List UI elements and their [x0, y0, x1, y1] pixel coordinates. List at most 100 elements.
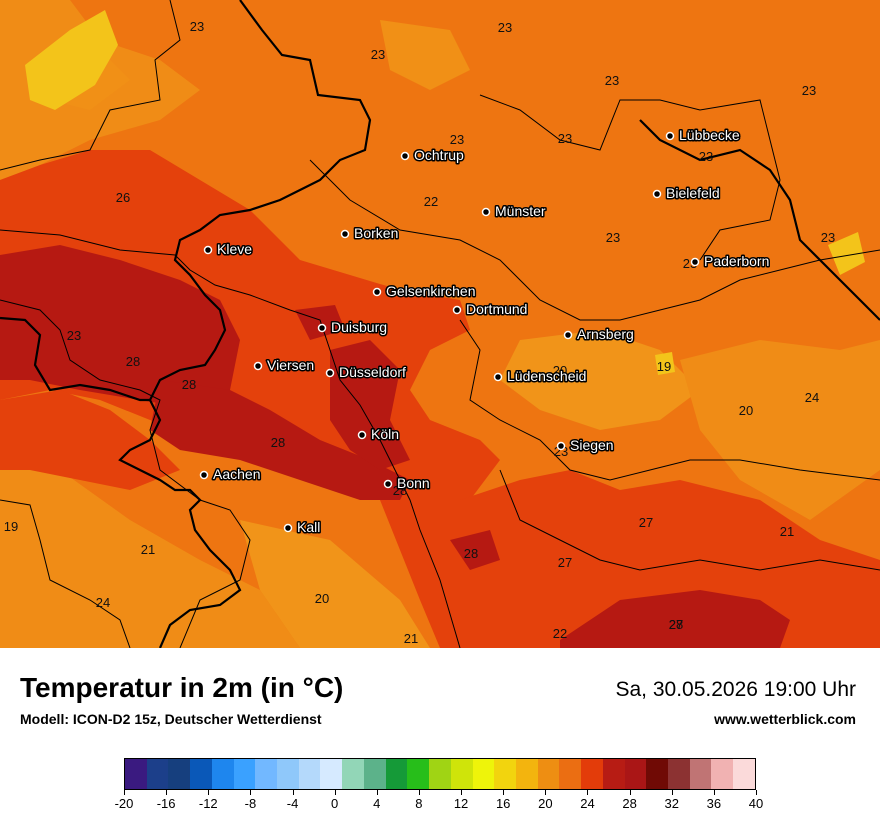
temperature-map: 23 23 23 23 23 23 23 23 23 23 22 26 23 23 28 28 28 20 19 20… — [0, 0, 880, 648]
warm-area-west — [0, 390, 180, 490]
temperature-value: 19 — [657, 359, 671, 374]
legend-swatch — [559, 759, 582, 789]
cool-area-eifel — [240, 520, 430, 648]
temperature-value: 22 — [553, 626, 567, 641]
hot-core-rhineland — [150, 380, 410, 500]
temperature-value: 22 — [424, 194, 438, 209]
city-dot — [383, 479, 393, 489]
color-scale-legend — [124, 758, 756, 790]
city-dot — [400, 151, 410, 161]
city-marker: Kleve — [203, 240, 254, 259]
district-line-7 — [0, 499, 131, 648]
legend-tick — [629, 790, 631, 795]
legend-tick-label: -8 — [244, 796, 257, 811]
city-label: Lüdenscheid — [507, 368, 586, 384]
legend-swatch — [537, 759, 560, 789]
temperature-value: 28 — [271, 435, 285, 450]
legend-swatch — [667, 759, 690, 789]
temperature-value: 23 — [605, 73, 619, 88]
legend-swatch — [646, 759, 668, 789]
legend-swatch — [581, 759, 603, 789]
legend-swatch — [385, 759, 408, 789]
city-dot — [481, 207, 491, 217]
temperature-value: 24 — [96, 595, 110, 610]
legend-swatch — [407, 759, 430, 789]
temperature-value: 23 — [190, 19, 204, 34]
legend-swatch — [255, 759, 278, 789]
legend-tick-label: 32 — [664, 796, 679, 811]
legend-tick-label: 12 — [453, 796, 469, 811]
temperature-value: 28 — [464, 546, 478, 561]
temperature-value: 21 — [404, 631, 418, 646]
city-dot — [317, 323, 327, 333]
city-dot — [283, 523, 293, 533]
temperature-value: 23 — [450, 132, 464, 147]
legend-swatch — [711, 759, 734, 789]
legend-swatch — [146, 759, 169, 789]
legend-tick-label: 0 — [331, 796, 339, 811]
legend-swatch — [320, 759, 343, 789]
legend-swatch — [277, 759, 299, 789]
city-label: Aachen — [213, 466, 260, 482]
city-label: Ochtrup — [414, 147, 464, 163]
temperature-value: 23 — [371, 47, 385, 62]
city-label: Viersen — [267, 357, 314, 373]
city-marker: Kall — [283, 518, 322, 537]
legend-tick-label: 24 — [580, 796, 595, 811]
hot-core-westerwald — [450, 530, 500, 570]
temperature-value: 24 — [805, 390, 819, 405]
state-border-east — [639, 119, 880, 321]
legend-swatch — [472, 759, 495, 789]
city-label: Arnsberg — [577, 326, 634, 342]
legend-tick — [756, 790, 757, 795]
cool-area-sauerland — [500, 330, 700, 430]
city-label: Bonn — [397, 475, 430, 491]
cold-spot-northwest — [25, 10, 118, 110]
temperature-value: 20 — [315, 591, 329, 606]
city-dot — [253, 361, 263, 371]
legend-swatch — [689, 759, 712, 789]
temperature-value: 27 — [558, 555, 572, 570]
legend-tick-label: -12 — [198, 796, 218, 811]
legend-tick — [376, 790, 378, 795]
city-markers: Ochtrup Lübbecke Bielefeld Münster Borken Kle… — [199, 126, 771, 537]
hot-core-southeast — [560, 590, 790, 648]
city-dot — [652, 189, 662, 199]
district-line-5 — [499, 469, 880, 571]
legend-swatch — [168, 759, 191, 789]
city-marker: Bonn — [383, 474, 431, 493]
city-label: Lübbecke — [679, 127, 740, 143]
city-marker: Lüdenscheid — [493, 367, 588, 386]
city-label: Paderborn — [704, 253, 769, 269]
legend-tick-label: 20 — [538, 796, 553, 811]
legend-tick — [671, 790, 673, 795]
cool-area-south-west — [0, 470, 300, 648]
city-label: Duisburg — [331, 319, 387, 335]
color-scale-ticks: -20 -16 -12 -8 -4 0 4 8 12 16 20 24 28 32 36 40 — [115, 790, 763, 814]
city-label: Köln — [371, 426, 399, 442]
legend-tick — [545, 790, 547, 795]
city-marker: Siegen — [556, 436, 615, 455]
legend-tick-label: 40 — [748, 796, 764, 811]
temperature-value: 27 — [669, 617, 683, 632]
city-marker: Paderborn — [690, 252, 771, 271]
legend-tick — [461, 790, 463, 795]
website-link[interactable]: www.wetterblick.com — [714, 711, 856, 727]
city-label: Düsseldorf — [339, 364, 406, 380]
legend-tick — [334, 790, 336, 795]
temperature-value: 23 — [699, 149, 713, 164]
city-label: Bielefeld — [666, 185, 720, 201]
district-line-6 — [0, 299, 251, 648]
legend-swatch — [298, 759, 321, 789]
city-label: Borken — [354, 225, 398, 241]
city-marker: Köln — [357, 425, 401, 444]
temperature-value: 20 — [739, 403, 753, 418]
city-marker: Ochtrup — [400, 146, 466, 165]
legend-tick — [503, 790, 505, 795]
legend-tick — [713, 790, 715, 795]
temperature-value: 26 — [116, 190, 130, 205]
district-line-4 — [459, 319, 880, 481]
legend-tick-label: -4 — [286, 796, 299, 811]
forecast-datetime: Sa, 30.05.2026 19:00 Uhr — [615, 678, 856, 701]
city-dot — [357, 430, 367, 440]
